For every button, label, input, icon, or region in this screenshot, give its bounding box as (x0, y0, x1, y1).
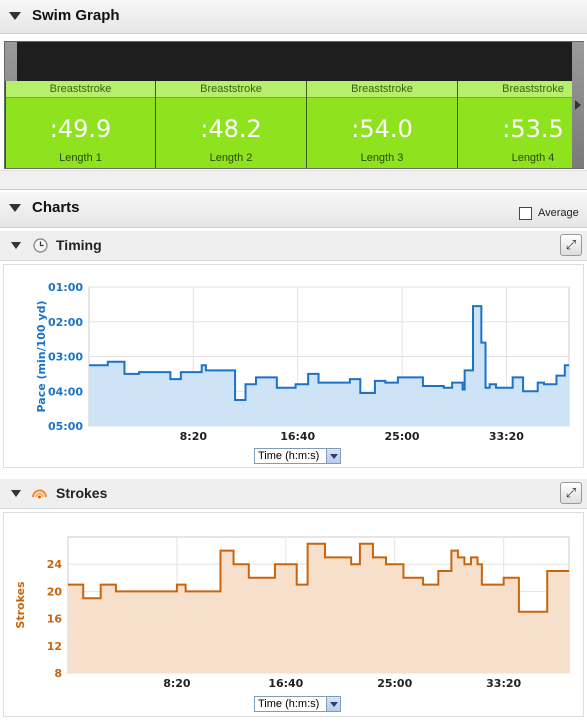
x-tick-label: 8:20 (180, 430, 208, 443)
y-tick-label: 24 (47, 558, 63, 571)
expand-chart-button[interactable]: ⤢ (560, 234, 582, 256)
y-axis-label: Pace (min/100 yd) (35, 301, 48, 413)
chevron-right-icon (575, 100, 581, 110)
stroke-type: Breaststroke (307, 81, 457, 98)
swim-graph-header[interactable]: Swim Graph (0, 0, 587, 34)
length-label: Length 4 (511, 152, 555, 164)
strokes-chart-panel: 8 12 16 20 24 8:20 16:40 25:00 33:20 Strokes Time… (3, 512, 584, 717)
y-tick-label: 12 (47, 640, 62, 653)
section-title: Swim Graph (32, 7, 120, 24)
series-line (89, 305, 569, 401)
section-title: Charts (32, 199, 80, 216)
y-tick-label: 02:00 (48, 316, 83, 329)
average-checkbox[interactable] (519, 207, 532, 220)
section-divider (0, 170, 587, 190)
y-tick-label: 20 (47, 585, 63, 598)
length-tile[interactable]: Breaststroke :49.9 Length 1 (5, 81, 155, 168)
x-tick-label: 33:20 (489, 430, 524, 443)
select-value: Time (h:m:s) (258, 450, 320, 462)
y-tick-label: 04:00 (48, 385, 83, 398)
scroll-right-button[interactable] (572, 42, 584, 168)
length-tile[interactable]: Breaststroke :54.0 Length 3 (306, 81, 457, 168)
length-label: Length 2 (209, 152, 253, 164)
swim-strokes-icon (31, 485, 48, 507)
length-time: :54.0 (351, 115, 413, 143)
timing-header[interactable]: Timing ⤢ (0, 231, 587, 261)
x-tick-label: 8:20 (163, 677, 191, 690)
x-tick-label: 25:00 (377, 677, 412, 690)
average-label: Average (538, 207, 579, 219)
length-tile[interactable]: Breaststroke :48.2 Length 2 (155, 81, 306, 168)
strokes-chart: 8 12 16 20 24 8:20 16:40 25:00 33:20 Strokes (14, 536, 570, 690)
chart-title: Strokes (56, 485, 108, 501)
collapse-triangle-icon[interactable] (9, 204, 21, 212)
strokes-header[interactable]: Strokes ⤢ (0, 479, 587, 509)
series-line (68, 542, 569, 613)
chevron-down-icon[interactable] (326, 449, 340, 463)
charts-header[interactable]: Charts Average (0, 192, 587, 228)
select-value: Time (h:m:s) (258, 698, 320, 710)
series-area (68, 543, 569, 673)
expand-chart-button[interactable]: ⤢ (560, 482, 582, 504)
y-tick-label: 16 (47, 613, 63, 626)
length-time: :48.2 (200, 115, 262, 143)
x-tick-label: 16:40 (280, 430, 315, 443)
timing-chart-panel: 01:00 02:00 03:00 04:00 05:00 8:20 16:40 25:00 3… (3, 264, 584, 468)
collapse-triangle-icon[interactable] (11, 242, 21, 249)
chart-title: Timing (56, 237, 102, 253)
swim-graph-backdrop (12, 42, 572, 81)
clock-icon (33, 238, 48, 258)
x-tick-label: 25:00 (385, 430, 420, 443)
timing-chart: 01:00 02:00 03:00 04:00 05:00 8:20 16:40 25:00 3… (35, 281, 570, 443)
length-time: :49.9 (49, 115, 112, 143)
stroke-type: Breaststroke (6, 81, 155, 98)
stroke-type: Breaststroke (156, 81, 306, 98)
time-axis-select[interactable]: Time (h:m:s) (254, 696, 341, 712)
x-tick-label: 16:40 (268, 677, 303, 690)
collapse-triangle-icon[interactable] (11, 490, 21, 497)
series-area (89, 306, 569, 426)
stroke-type: Breaststroke (458, 81, 572, 98)
y-tick-label: 8 (54, 667, 62, 680)
collapse-triangle-icon[interactable] (9, 12, 21, 20)
y-axis-label: Strokes (14, 581, 27, 629)
time-axis-select[interactable]: Time (h:m:s) (254, 448, 341, 464)
y-tick-label: 03:00 (48, 351, 83, 364)
length-tile[interactable]: Breaststroke :53.5 Length 4 (457, 81, 572, 168)
y-tick-label: 01:00 (48, 281, 83, 294)
length-time: :53.5 (502, 115, 564, 143)
y-tick-label: 05:00 (48, 420, 83, 433)
x-tick-label: 33:20 (486, 677, 521, 690)
length-label: Length 3 (360, 152, 404, 164)
chevron-down-icon[interactable] (326, 697, 340, 711)
length-label: Length 1 (59, 152, 102, 164)
